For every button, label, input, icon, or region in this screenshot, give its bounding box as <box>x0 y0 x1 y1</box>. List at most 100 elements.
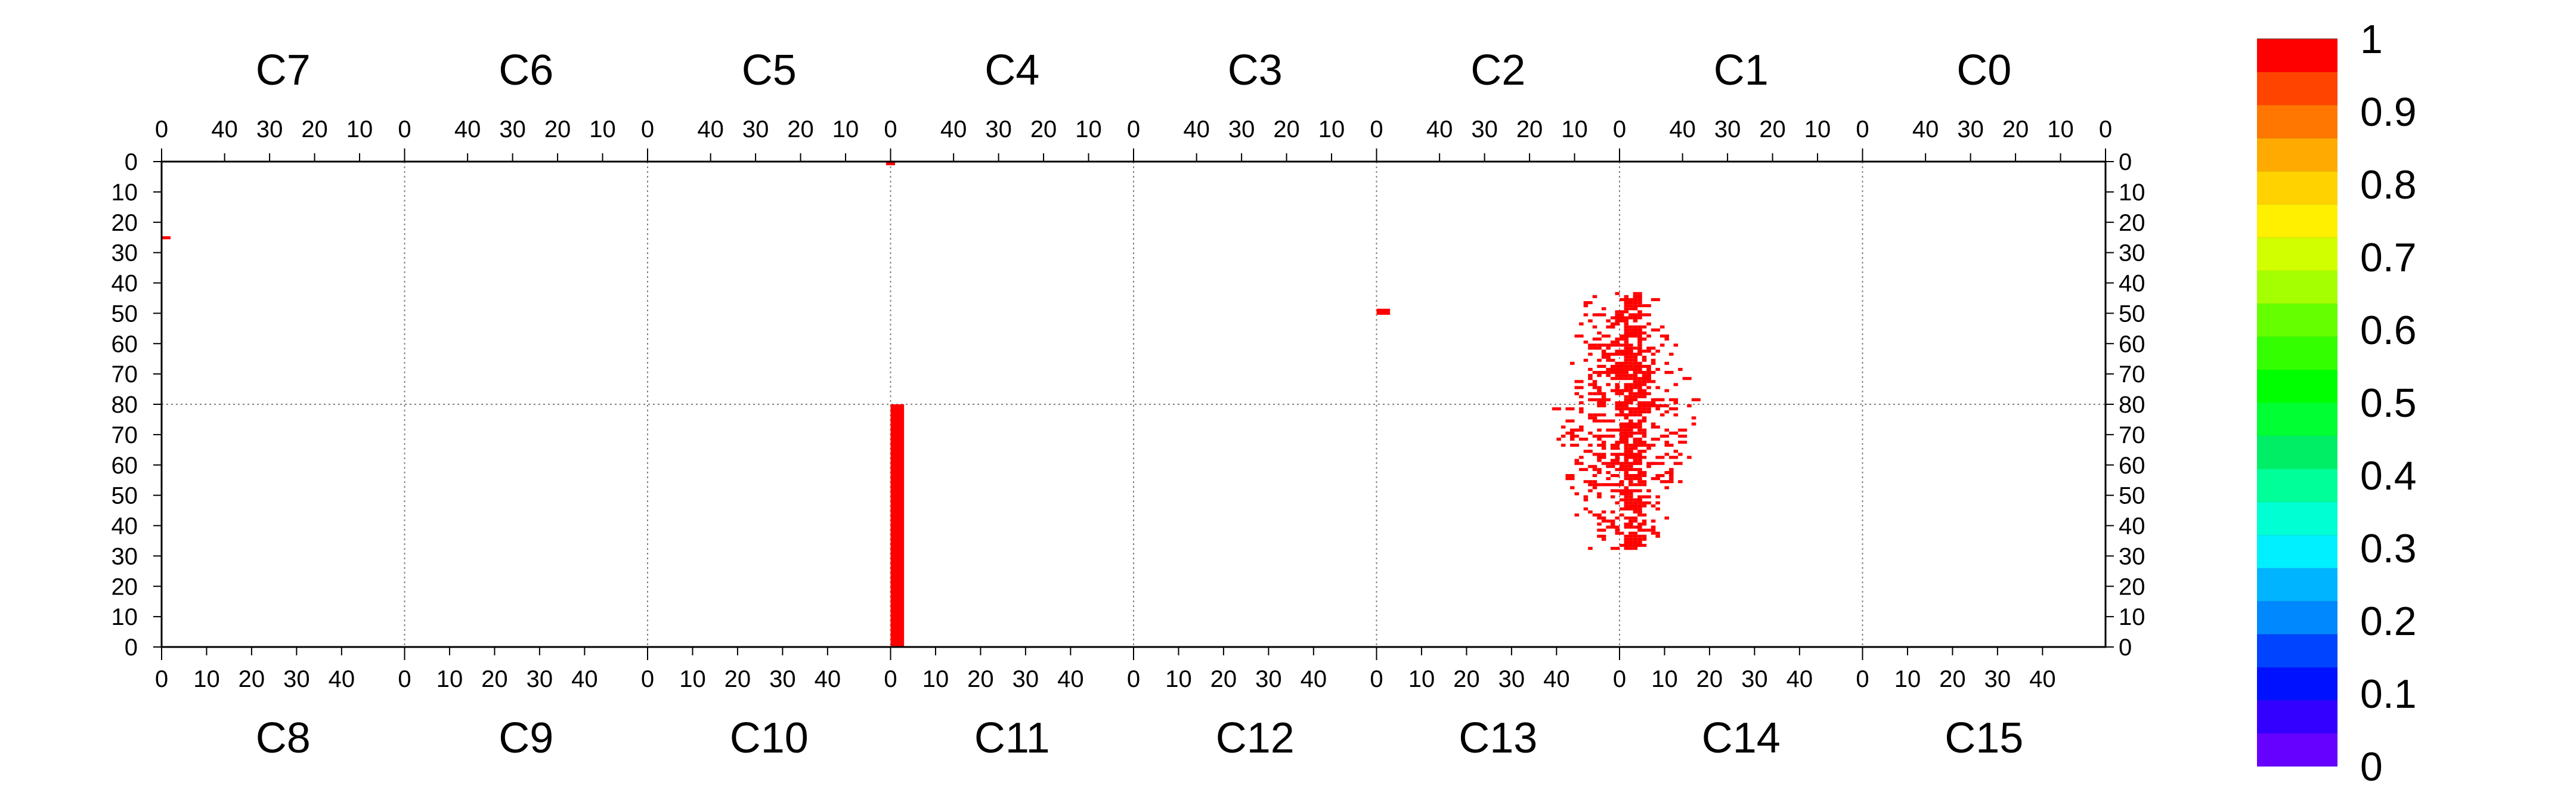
heatmap-cell <box>1620 441 1624 444</box>
left-row-tick-label: 20 <box>112 574 138 600</box>
heatmap-cell <box>1637 498 1642 501</box>
heatmap-cell <box>1646 407 1651 411</box>
heatmap-cell <box>1651 444 1656 447</box>
heatmap-cell <box>1669 456 1679 459</box>
heatmap-cell <box>1615 404 1620 408</box>
top-tick-label: 10 <box>1804 116 1831 143</box>
heatmap-cell <box>1637 534 1642 538</box>
heatmap-cell <box>1620 462 1624 465</box>
heatmap-cell <box>1659 434 1670 438</box>
heatmap-cell <box>1624 395 1629 398</box>
heatmap-cell <box>1669 407 1679 411</box>
heatmap-cell <box>1642 331 1647 335</box>
heatmap-cell <box>1673 343 1679 347</box>
heatmap-cell <box>1624 486 1629 490</box>
colorbar-segment <box>2257 733 2337 767</box>
heatmap-cell <box>1606 398 1611 401</box>
heatmap-cell <box>1592 474 1597 478</box>
heatmap-cell <box>1664 486 1670 490</box>
heatmap-cell <box>1610 367 1615 371</box>
heatmap-cell <box>1633 392 1642 395</box>
heatmap-cell <box>1588 450 1593 453</box>
heatmap-cell <box>1610 447 1620 450</box>
heatmap-cell <box>1628 334 1638 338</box>
heatmap-cell <box>1628 301 1633 305</box>
right-row-tick-label: 10 <box>2119 604 2145 630</box>
heatmap-cell <box>1628 456 1638 459</box>
right-row-tick-label: 0 <box>2119 149 2132 175</box>
colorbar-segment <box>2257 600 2337 634</box>
bottom-tick-label: 40 <box>571 666 598 692</box>
heatmap-cell <box>1606 525 1611 529</box>
heatmap-cell <box>1633 540 1638 544</box>
heatmap-cell <box>1637 410 1647 414</box>
heatmap-cell <box>1628 374 1633 377</box>
heatmap-cell <box>1637 340 1642 344</box>
heatmap-cell <box>1597 428 1602 432</box>
heatmap-cell <box>1615 292 1620 295</box>
heatmap-cell <box>1620 480 1624 484</box>
heatmap-cell <box>1664 453 1670 456</box>
heatmap-cell <box>1633 456 1638 459</box>
heatmap-cell <box>1637 407 1642 411</box>
left-row-tick-label: 10 <box>112 604 138 630</box>
top-tick-label: 20 <box>544 116 571 143</box>
chip-label-c4: C4 <box>984 47 1039 94</box>
heatmap-cell <box>1615 531 1624 535</box>
heatmap-cell <box>1637 328 1642 332</box>
heatmap-cell <box>1651 528 1656 532</box>
heatmap-cell <box>1664 404 1670 408</box>
heatmap-cell <box>1628 447 1638 450</box>
heatmap-cell <box>1601 447 1606 450</box>
heatmap-cell <box>1633 444 1642 447</box>
heatmap-cell <box>1664 444 1674 447</box>
heatmap-cell <box>1592 392 1597 395</box>
heatmap-cell <box>1597 534 1606 538</box>
heatmap-cell <box>1628 516 1638 520</box>
heatmap-cell <box>1637 383 1642 386</box>
heatmap-cell <box>1615 525 1620 529</box>
heatmap-cell <box>1615 407 1624 411</box>
heatmap-cell <box>1579 407 1584 411</box>
heatmap-cell <box>1637 467 1642 471</box>
heatmap-cell <box>1633 425 1638 429</box>
top-tick-label: 30 <box>1471 116 1498 143</box>
heatmap-cell <box>1620 392 1624 395</box>
heatmap-cell <box>1574 392 1580 395</box>
heatmap-cell <box>1620 434 1624 438</box>
heatmap-cell <box>1628 413 1633 417</box>
heatmap-cell <box>1642 534 1647 538</box>
heatmap-cell <box>1646 447 1651 450</box>
heatmap-cell <box>1669 474 1674 478</box>
heatmap-cell <box>1628 522 1633 526</box>
heatmap-cell <box>1628 407 1633 411</box>
heatmap-cell <box>1606 343 1611 347</box>
bottom-tick-label: 10 <box>679 666 706 692</box>
heatmap-cell <box>1628 392 1633 395</box>
heatmap-cell <box>1659 413 1665 417</box>
heatmap-cell <box>1597 434 1606 438</box>
heatmap-cell <box>1646 380 1651 383</box>
heatmap-cell <box>1646 404 1656 408</box>
row-axis-ticks: 0 0 0 0 10 10 10 10 20 20 20 20 30 30 30 30 40 40 40 40 50 50… <box>112 149 2145 661</box>
heatmap-cell <box>1606 352 1615 356</box>
heatmap-cell <box>1569 437 1575 441</box>
heatmap-cell <box>1624 467 1633 471</box>
heatmap-cell <box>1637 544 1647 547</box>
right-row-tick-label: 80 <box>2119 392 2145 418</box>
right-row-tick-label: 60 <box>2119 453 2145 479</box>
heatmap-cell <box>1642 383 1647 386</box>
heatmap-cell <box>1620 367 1624 371</box>
heatmap-cell <box>1642 355 1647 359</box>
heatmap-cell <box>1637 295 1642 298</box>
heatmap-cell <box>1597 516 1606 520</box>
heatmap-cell <box>1651 352 1656 356</box>
top-tick-label: 20 <box>1759 116 1786 143</box>
bottom-tick-label: 30 <box>1498 666 1525 692</box>
bottom-tick-label: 20 <box>1939 666 1966 692</box>
heatmap-cell <box>1624 413 1629 417</box>
heatmap-cell <box>1624 325 1633 329</box>
heatmap-cell <box>1628 401 1633 404</box>
heatmap-cell <box>1633 519 1638 523</box>
bottom-tick-label: 30 <box>1255 666 1282 692</box>
